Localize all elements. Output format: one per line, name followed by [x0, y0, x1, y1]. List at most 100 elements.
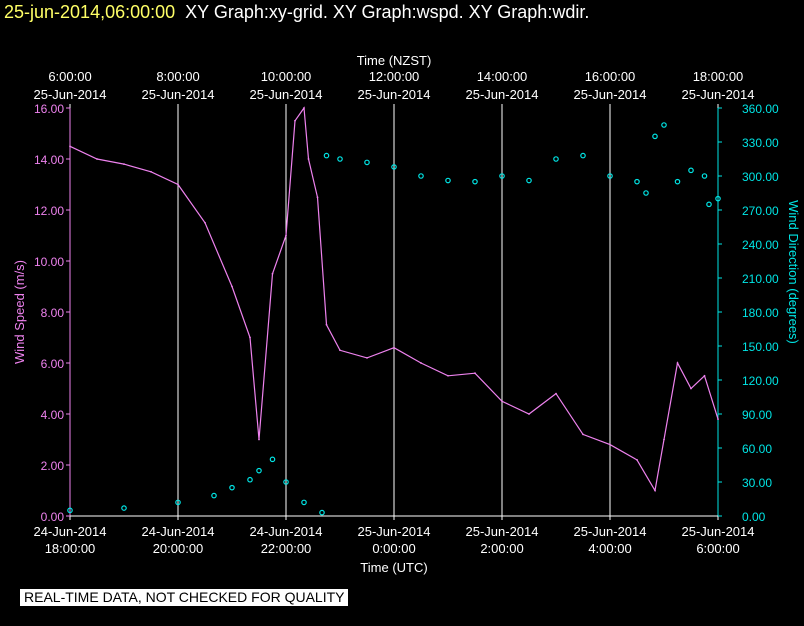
wind-speed-point: [258, 438, 260, 441]
right-tick-label: 90.00: [742, 408, 772, 422]
right-tick-label: 240.00: [742, 238, 779, 252]
bottom-tick-label-date: 24-Jun-2014: [34, 524, 107, 539]
wind-speed-point: [316, 196, 319, 199]
left-tick-label: 2.00: [41, 459, 65, 473]
bottom-tick-label-time: 2:00:00: [480, 541, 523, 556]
left-tick-label: 6.00: [41, 357, 65, 371]
wind-speed-point: [420, 362, 422, 364]
wind-direction-point: [634, 178, 640, 185]
wind-speed-point: [676, 362, 679, 364]
wind-speed-point: [271, 272, 274, 275]
top-tick-label-date: 25-Jun-2014: [358, 87, 431, 102]
left-tick-label: 8.00: [41, 306, 65, 320]
wind-direction-point: [706, 201, 712, 208]
wind-speed-point: [231, 285, 233, 288]
bottom-tick-label-date: 24-Jun-2014: [250, 524, 323, 539]
wind-speed-point: [609, 443, 611, 446]
wind-speed-point: [582, 433, 584, 436]
top-tick-label-date: 25-Jun-2014: [250, 87, 323, 102]
bottom-tick-label-time: 18:00:00: [45, 541, 96, 556]
wind-direction-point: [323, 152, 330, 159]
wind-speed-point: [294, 119, 296, 122]
top-tick-label-date: 25-Jun-2014: [466, 87, 539, 102]
wind-speed-point: [663, 438, 665, 441]
wind-speed-point: [307, 158, 310, 160]
wind-speed-point: [555, 392, 557, 395]
wind-direction-point: [301, 499, 307, 506]
wind-speed-point: [474, 372, 476, 375]
wind-direction-point: [688, 167, 694, 174]
wind-direction-point: [580, 152, 586, 159]
wind-direction-point: [247, 476, 253, 483]
bottom-tick-label-time: 20:00:00: [153, 541, 204, 556]
right-tick-label: 30.00: [742, 476, 772, 490]
wind-speed-point: [393, 346, 395, 349]
wind-direction-point: [445, 177, 451, 184]
wind-speed-point: [654, 489, 656, 492]
wind-direction-point: [701, 173, 708, 179]
wind-direction-point: [553, 156, 559, 162]
wind-speed-point: [303, 107, 305, 109]
top-tick-label-date: 25-Jun-2014: [682, 87, 755, 102]
wind-direction-point: [175, 499, 181, 506]
bottom-tick-label-date: 25-Jun-2014: [358, 524, 431, 539]
wind-direction-point: [418, 173, 424, 179]
wind-direction-point: [661, 122, 667, 128]
bottom-tick-label-date: 25-Jun-2014: [466, 524, 539, 539]
bottom-tick-label-date: 25-Jun-2014: [682, 524, 755, 539]
bottom-tick-label-date: 24-Jun-2014: [142, 524, 215, 539]
wind-speed-point: [69, 145, 71, 148]
left-tick-label: 14.00: [34, 153, 64, 167]
top-tick-label-time: 12:00:00: [369, 69, 420, 84]
right-axis-label: Wind Direction (degrees): [786, 200, 801, 344]
wind-speed-line: [69, 106, 719, 493]
wind-direction-point: [391, 164, 397, 170]
wind-speed-point: [636, 459, 638, 461]
quality-notice: REAL-TIME DATA, NOT CHECKED FOR QUALITY: [20, 589, 349, 606]
left-axis-label: Wind Speed (m/s): [12, 260, 27, 364]
wind-direction-point: [652, 133, 658, 140]
wind-direction-point: [526, 177, 532, 184]
top-tick-label-time: 14:00:00: [477, 69, 528, 84]
top-tick-label-time: 16:00:00: [585, 69, 636, 84]
right-tick-label: 150.00: [742, 340, 779, 354]
left-tick-label: 0.00: [41, 510, 65, 524]
right-tick-label: 360.00: [742, 102, 779, 116]
wind-speed-point: [339, 349, 341, 352]
right-tick-label: 300.00: [742, 170, 779, 184]
wind-direction-point: [364, 159, 370, 166]
bottom-tick-label-time: 6:00:00: [696, 541, 739, 556]
right-tick-label: 120.00: [742, 374, 779, 388]
left-tick-label: 12.00: [34, 204, 64, 218]
wind-direction-point: [283, 479, 289, 485]
bottom-tick-label-time: 22:00:00: [261, 541, 312, 556]
wind-direction-point: [674, 178, 681, 185]
wind-direction-point: [319, 509, 325, 516]
wind-direction-point: [643, 190, 649, 196]
wind-speed-point: [177, 183, 179, 186]
wind-speed-point: [249, 336, 251, 339]
wind-speed-point: [123, 163, 125, 166]
wind-speed-point: [285, 234, 287, 237]
right-tick-label: 60.00: [742, 442, 772, 456]
wind-speed-point: [325, 323, 328, 326]
top-tick-label-date: 25-Jun-2014: [34, 87, 107, 102]
graph-title: XY Graph:xy-grid. XY Graph:wspd. XY Grap…: [185, 2, 590, 22]
bottom-tick-label-date: 25-Jun-2014: [574, 524, 647, 539]
right-tick-label: 270.00: [742, 204, 779, 218]
wind-direction-point: [211, 492, 217, 499]
top-tick-label-date: 25-Jun-2014: [142, 87, 215, 102]
timestamp: 25-jun-2014,06:00:00: [4, 2, 176, 22]
wind-direction-point: [472, 178, 478, 185]
bottom-tick-label-time: 0:00:00: [372, 541, 415, 556]
wind-speed-point: [501, 400, 503, 403]
wind-direction-point: [229, 484, 235, 491]
right-tick-label: 180.00: [742, 306, 779, 320]
wind-direction-point: [67, 507, 73, 514]
wind-speed-point: [204, 221, 206, 224]
wind-direction-point: [121, 505, 127, 511]
wind-direction-point: [337, 156, 343, 162]
x-axis-label: Time (UTC): [360, 560, 427, 575]
left-tick-label: 16.00: [34, 102, 64, 116]
